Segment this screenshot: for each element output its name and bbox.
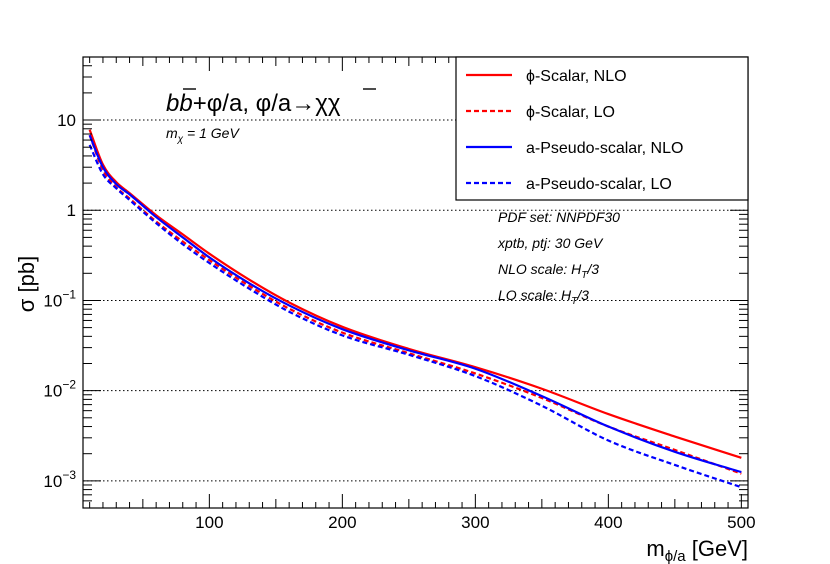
y-tick-label: 10: [57, 111, 76, 130]
annotation-line: LO scale: HT/3: [498, 287, 589, 307]
grid-lines: [83, 119, 748, 482]
legend-label: ϕ-Scalar, LO: [526, 104, 615, 121]
data-series: [88, 129, 742, 489]
annotation-line: xptb, ptj: 30 GeV: [497, 235, 604, 251]
y-tick-labels: 10−3 10−2 10−1 1 10: [43, 111, 76, 491]
series-line-scalar-nlo: [88, 129, 742, 459]
annotation-line: NLO scale: HT/3: [498, 261, 599, 281]
x-tick-label: 200: [328, 513, 356, 532]
y-tick-label: 10−2: [43, 378, 76, 401]
x-tick-label: 300: [461, 513, 489, 532]
y-tick-label: 10−1: [43, 287, 76, 310]
dm-mass-label: mχ = 1 GeV: [166, 125, 240, 145]
annotations: PDF set: NNPDF30 xptb, ptj: 30 GeV NLO sca…: [497, 209, 620, 307]
x-tick-label: 500: [727, 513, 755, 532]
y-axis-title: σ [pb]: [14, 256, 39, 312]
process-title: bb+φ/a, φ/a→χχ: [166, 90, 341, 117]
x-tick-label: 100: [195, 513, 223, 532]
legend: ϕ-Scalar, NLO ϕ-Scalar, LO a-Pseudo-scalar…: [455, 56, 749, 201]
x-axis-title: mϕ/a [GeV]: [646, 536, 748, 564]
axis-ticks: [83, 56, 748, 509]
y-tick-label: 10−3: [43, 468, 76, 491]
y-tick-label: 1: [67, 201, 76, 220]
legend-label: a-Pseudo-scalar, LO: [526, 176, 672, 193]
series-line-a-pseudo-scalar-nlo: [88, 134, 742, 474]
legend-label: ϕ-Scalar, NLO: [526, 68, 627, 85]
legend-label: a-Pseudo-scalar, NLO: [526, 140, 683, 157]
legend-box: [455, 56, 749, 201]
x-tick-labels: 100 200 300 400 500: [195, 513, 755, 532]
x-tick-label: 400: [594, 513, 622, 532]
annotation-line: PDF set: NNPDF30: [498, 209, 620, 225]
series-line-a-pseudo-scalar-lo: [88, 144, 742, 489]
plot-frame: [82, 56, 749, 509]
